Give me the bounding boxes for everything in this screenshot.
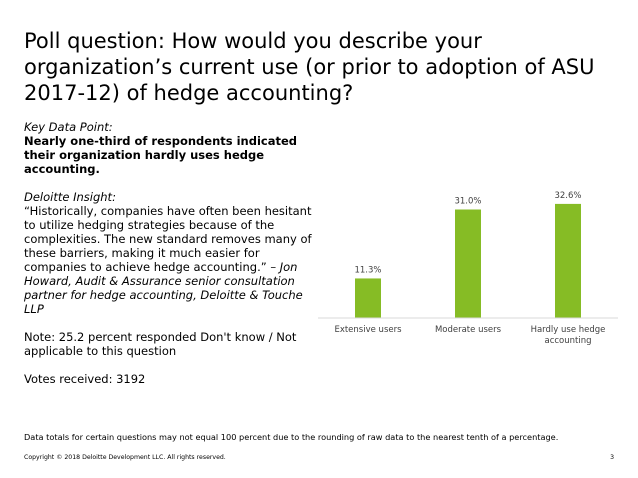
bar-chart: 11.3% Extensive users 31.0% Moderate users 3… [318, 191, 618, 346]
bar-0 [355, 278, 381, 318]
commentary-panel: Key Data Point: Nearly one-third of resp… [24, 120, 324, 386]
bar-2 [555, 203, 581, 318]
key-data-text: Nearly one-third of respondents indicate… [24, 134, 298, 176]
key-data-label: Key Data Point: [24, 120, 113, 134]
insight-text: “Historically, companies have often been… [24, 204, 324, 316]
category-label-2: Hardly use hedge accounting [531, 325, 606, 346]
slide-title: Poll question: How would you describe yo… [24, 29, 595, 105]
votes-text: Votes received: 3192 [24, 372, 146, 386]
category-label-0: Extensive users [334, 325, 402, 335]
category-label-1: Moderate users [435, 325, 502, 335]
data-label-2: 32.6% [554, 191, 581, 201]
data-label-0: 11.3% [354, 265, 381, 275]
insight-quote: “Historically, companies have often been… [24, 204, 312, 274]
footnote: Data totals for certain questions may no… [24, 432, 559, 442]
data-label-1: 31.0% [454, 197, 481, 207]
insight-attribution: – Jon Howard, Audit & Assurance senior c… [24, 260, 303, 316]
note-text: Note: 25.2 percent responded Don't know … [24, 330, 297, 358]
insight-label: Deloitte Insight: [24, 190, 116, 204]
page-number: 3 [610, 454, 614, 461]
copyright: Copyright © 2018 Deloitte Development LL… [24, 454, 226, 461]
bar-1 [455, 209, 481, 318]
